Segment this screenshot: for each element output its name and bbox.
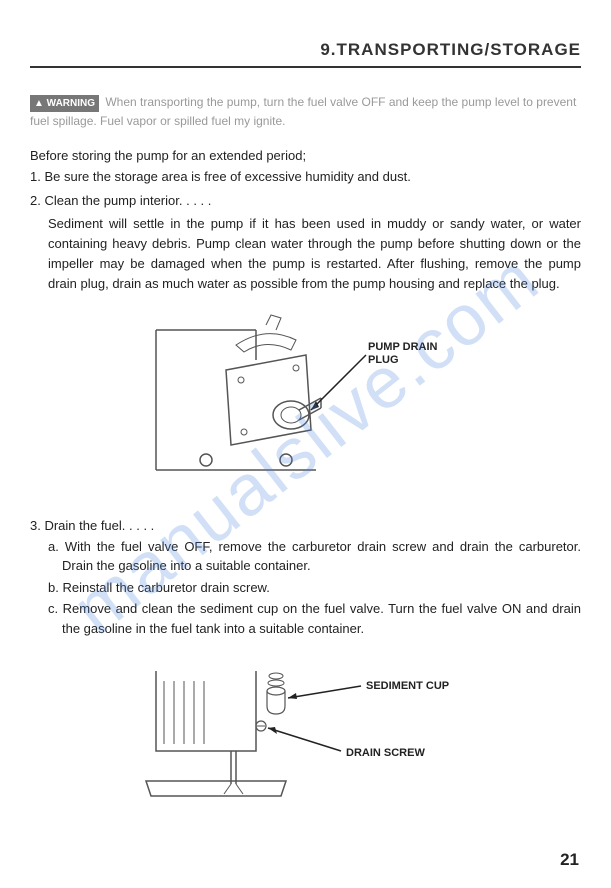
diagram1-label: PUMP DRAIN: [368, 341, 438, 353]
diagram-1-container: PUMP DRAIN PLUG: [30, 310, 581, 490]
warning-text: When transporting the pump, turn the fue…: [30, 95, 576, 128]
sediment-paragraph: Sediment will settle in the pump if it h…: [30, 214, 581, 295]
pump-drain-diagram: PUMP DRAIN PLUG: [136, 310, 476, 490]
fuel-drain-diagram: SEDIMENT CUP DRAIN SCREW: [116, 656, 496, 806]
list-item-3: 3. Drain the fuel. . . . .: [30, 518, 581, 533]
list-item-1: 1. Be sure the storage area is free of e…: [30, 167, 581, 187]
diagram2-label-drain: DRAIN SCREW: [346, 747, 425, 759]
warning-badge: ▲ WARNING: [30, 95, 99, 112]
diagram-2-container: SEDIMENT CUP DRAIN SCREW: [30, 656, 581, 806]
sub-item-b: b. Reinstall the carburetor drain screw.: [30, 578, 581, 598]
section-header: 9.TRANSPORTING/STORAGE: [30, 40, 581, 68]
sub-item-c: c. Remove and clean the sediment cup on …: [30, 599, 581, 638]
diagram1-label-2: PLUG: [368, 354, 399, 366]
warning-paragraph: ▲ WARNING When transporting the pump, tu…: [30, 93, 581, 130]
diagram2-label-sediment: SEDIMENT CUP: [366, 680, 449, 692]
list-item-2: 2. Clean the pump interior. . . . .: [30, 191, 581, 211]
page-number: 21: [560, 850, 579, 870]
intro-text: Before storing the pump for an extended …: [30, 148, 581, 163]
sub-item-a: a. With the fuel valve OFF, remove the c…: [30, 537, 581, 576]
